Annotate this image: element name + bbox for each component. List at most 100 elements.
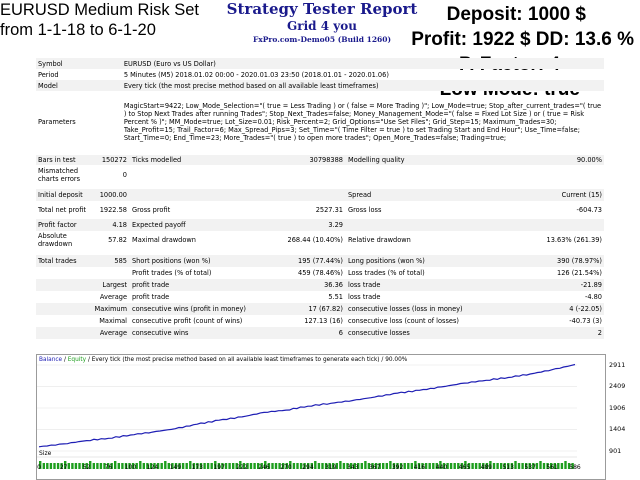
largest-label: Largest bbox=[102, 281, 127, 289]
size-bar bbox=[471, 463, 474, 469]
size-bar bbox=[542, 463, 546, 469]
chart-legend: Balance / Equity / Every tick (the most … bbox=[39, 357, 408, 363]
mismatch-label: Mismatched charts errors bbox=[38, 166, 81, 183]
short-value: 195 (77.44%) bbox=[298, 257, 343, 265]
row-model: Model Every tick (the most precise metho… bbox=[36, 80, 604, 91]
size-bar bbox=[339, 461, 342, 469]
model-value: Every tick (the most precise method base… bbox=[123, 82, 379, 90]
size-bar bbox=[278, 463, 281, 469]
grossloss-label: Gross loss bbox=[348, 206, 382, 214]
size-bar bbox=[514, 461, 517, 469]
size-bar bbox=[196, 463, 199, 469]
y-tick-label: 1404 bbox=[609, 425, 626, 434]
size-bar bbox=[156, 463, 160, 469]
x-tick-label: 416 bbox=[413, 464, 426, 471]
row-mismatch: Mismatched charts errors 0 bbox=[36, 165, 604, 183]
payoff-label: Expected payoff bbox=[132, 221, 186, 229]
size-bar bbox=[332, 463, 335, 469]
grossprofit-value: 2527.31 bbox=[315, 206, 343, 214]
x-tick-label: 294 bbox=[302, 464, 314, 471]
long-value: 390 (78.97%) bbox=[557, 257, 602, 265]
size-bar bbox=[485, 463, 489, 469]
size-bar bbox=[378, 463, 381, 469]
size-bar bbox=[432, 463, 435, 469]
max-cw-label: consecutive wins (profit in money) bbox=[132, 305, 247, 313]
size-bar bbox=[396, 463, 399, 469]
size-bar bbox=[110, 463, 113, 469]
size-bar bbox=[81, 463, 85, 469]
size-bar bbox=[221, 463, 224, 469]
size-bar bbox=[299, 463, 303, 469]
size-bar bbox=[60, 463, 63, 469]
maximum-label: Maximum bbox=[94, 305, 128, 313]
size-bar bbox=[389, 461, 392, 469]
avg-cw-label: consecutive wins bbox=[132, 329, 189, 337]
x-tick-label: 537 bbox=[524, 464, 536, 471]
size-bar bbox=[460, 463, 464, 469]
size-bar bbox=[517, 463, 521, 469]
size-bar bbox=[131, 463, 135, 469]
x-tick-label: 319 bbox=[325, 464, 337, 471]
deposit-value: 1000.00 bbox=[99, 191, 127, 199]
size-bar bbox=[171, 463, 174, 469]
size-bar bbox=[103, 463, 106, 469]
x-tick-label: 27 bbox=[59, 464, 68, 471]
size-bar bbox=[364, 461, 367, 469]
netprofit-label: Total net profit bbox=[38, 206, 86, 214]
ptrades-value: 459 (78.46%) bbox=[298, 269, 343, 277]
size-bar bbox=[285, 463, 288, 469]
size-bar bbox=[528, 463, 531, 469]
size-bar bbox=[167, 463, 170, 469]
chart-plot bbox=[37, 363, 577, 469]
x-tick-label: 124 bbox=[146, 464, 159, 471]
deposit-label: Initial deposit bbox=[38, 191, 83, 199]
size-bar bbox=[267, 463, 271, 469]
x-tick-label: 149 bbox=[169, 464, 182, 471]
size-bar bbox=[114, 461, 117, 469]
x-tick-label: 76 bbox=[104, 464, 113, 471]
size-bar bbox=[489, 461, 492, 469]
maxdd-value: 268.44 (10.40%) bbox=[287, 236, 343, 244]
average-lt-value: -4.80 bbox=[584, 293, 602, 301]
overlay-title-block: EURUSD Medium Risk Set from 1-1-18 to 6-… bbox=[0, 0, 199, 40]
size-bar bbox=[49, 463, 53, 469]
x-tick-label: 100 bbox=[124, 464, 137, 471]
absdd-label: Absolute drawdown bbox=[38, 232, 73, 248]
size-bar bbox=[399, 463, 403, 469]
size-bar bbox=[478, 463, 481, 469]
row-maximal: Maximal consecutive profit (count of win… bbox=[36, 315, 604, 327]
size-bar bbox=[553, 463, 556, 469]
size-bar bbox=[235, 463, 238, 469]
mismatch-value: 0 bbox=[122, 170, 127, 179]
size-bar bbox=[271, 463, 274, 469]
size-bar bbox=[360, 463, 363, 469]
report-title: Strategy Tester Report bbox=[226, 0, 418, 18]
size-bar bbox=[39, 461, 42, 469]
largest-pt-value: 36.36 bbox=[324, 281, 343, 289]
size-bar bbox=[453, 463, 456, 469]
size-bar bbox=[457, 463, 460, 469]
size-bar bbox=[310, 463, 313, 469]
size-bar bbox=[435, 463, 438, 469]
size-bar bbox=[53, 463, 56, 469]
size-bar bbox=[74, 463, 78, 469]
size-bar bbox=[67, 463, 70, 469]
largest-pt-label: profit trade bbox=[132, 281, 170, 289]
size-bar bbox=[557, 463, 560, 469]
size-bar bbox=[253, 463, 256, 469]
reldd-value: 13.63% (261.39) bbox=[546, 236, 602, 244]
parameters-label: Parameters bbox=[38, 118, 76, 126]
size-bar bbox=[324, 463, 328, 469]
reldd-label: Relative drawdown bbox=[348, 236, 411, 244]
size-bar bbox=[139, 461, 142, 469]
size-bar bbox=[464, 461, 467, 469]
row-deposit: Initial deposit 1000.00 Spread Current (… bbox=[36, 189, 604, 201]
row-drawdown: Absolute drawdown 57.82 Maximal drawdown… bbox=[36, 231, 604, 249]
model-label: Model bbox=[38, 82, 58, 90]
size-bar bbox=[353, 463, 356, 469]
row-average-consecutive: Average consecutive wins 6 consecutive l… bbox=[36, 327, 604, 339]
size-bar bbox=[246, 463, 249, 469]
pf-value: 4.18 bbox=[112, 221, 127, 229]
absdd-value: 57.82 bbox=[108, 236, 127, 244]
ticks-value: 30798388 bbox=[309, 156, 343, 164]
